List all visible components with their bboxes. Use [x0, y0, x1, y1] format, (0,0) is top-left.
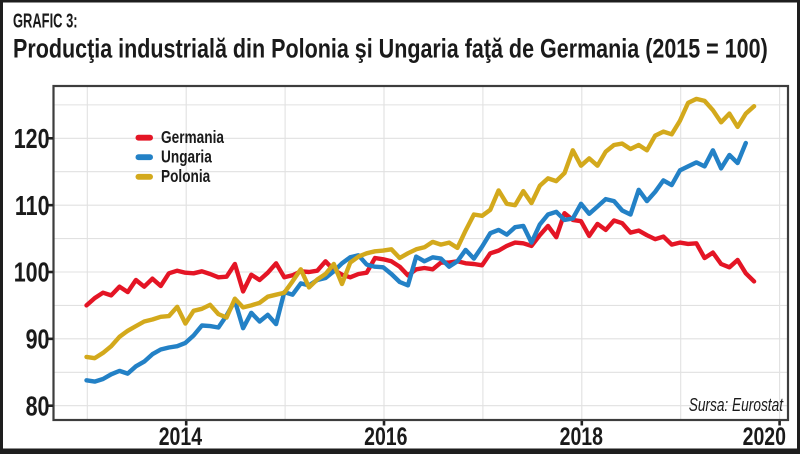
svg-text:2020: 2020 [743, 422, 786, 450]
svg-text:Germania: Germania [161, 128, 224, 147]
svg-text:GRAFIC 3:: GRAFIC 3: [13, 9, 78, 33]
svg-text:Producţia industrială din Polo: Producţia industrială din Polonia şi Ung… [13, 34, 768, 64]
svg-text:2014: 2014 [159, 422, 203, 450]
svg-text:110: 110 [15, 191, 50, 221]
svg-text:2016: 2016 [364, 422, 407, 450]
svg-text:Sursa: Eurostat: Sursa: Eurostat [689, 395, 785, 415]
svg-text:80: 80 [26, 392, 50, 422]
svg-text:Polonia: Polonia [161, 168, 211, 187]
svg-text:120: 120 [14, 125, 50, 155]
svg-text:2018: 2018 [560, 422, 603, 450]
svg-text:Ungaria: Ungaria [161, 148, 212, 167]
svg-text:100: 100 [14, 258, 50, 288]
svg-text:90: 90 [26, 325, 50, 355]
